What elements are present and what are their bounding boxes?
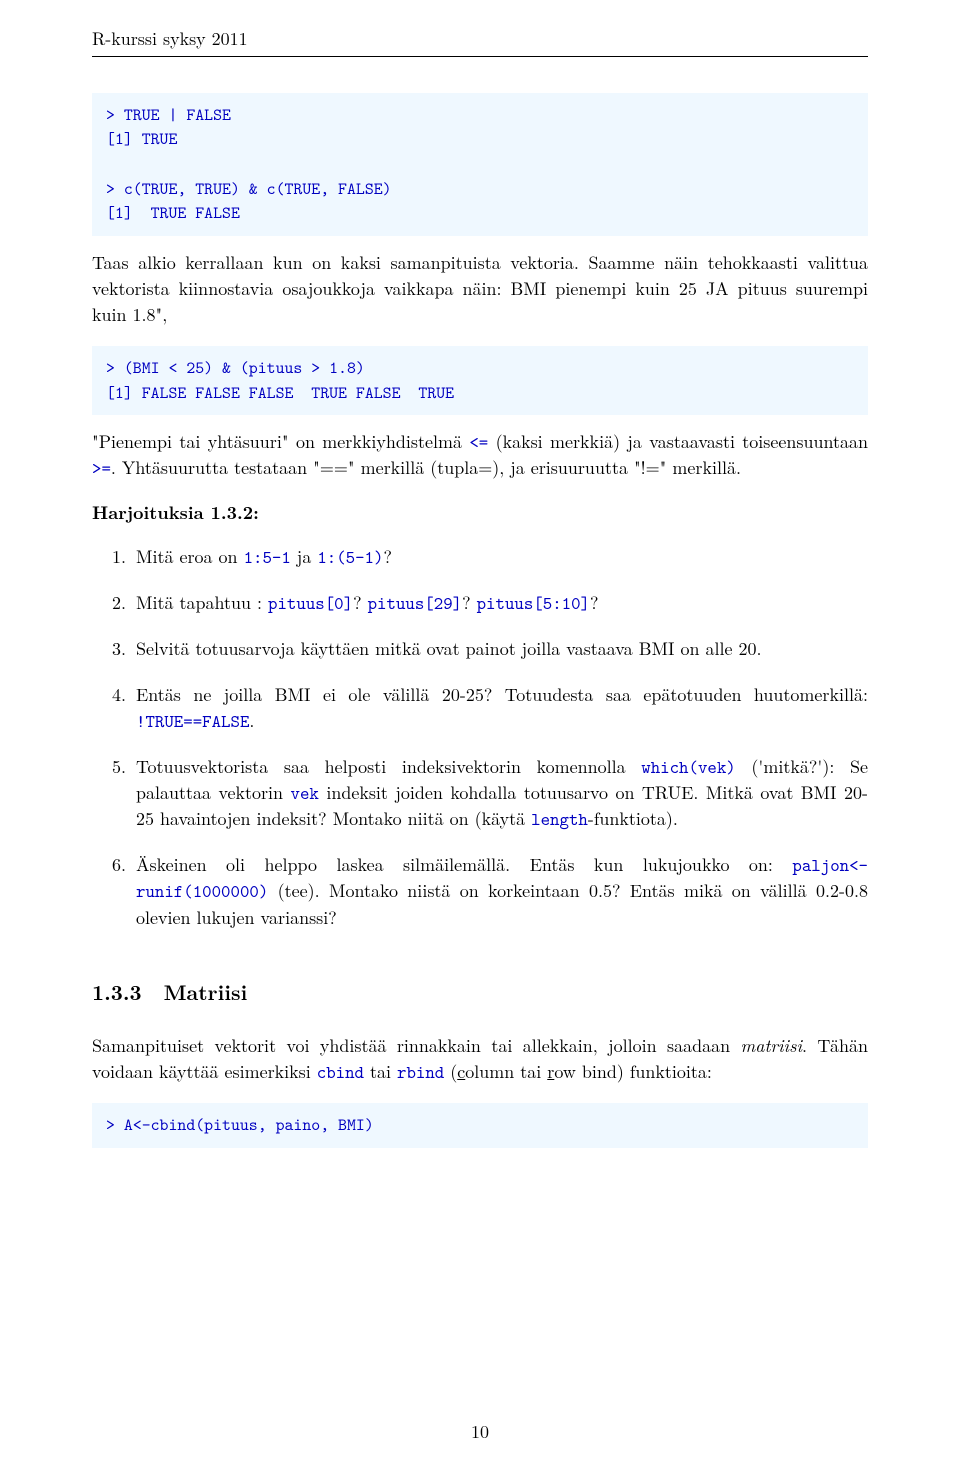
text: ow bind) funktioita:: [554, 1059, 712, 1084]
text: ja: [291, 544, 318, 569]
exercise-body: Mitä tapahtuu : pituus[0]? pituus[29]? p…: [136, 590, 868, 616]
text: tai: [364, 1059, 397, 1084]
text: Entäs ne joilla BMI ei ole välillä 20-25…: [136, 682, 868, 707]
inline-code: which(vek): [641, 755, 736, 779]
text: ?: [462, 590, 477, 615]
exercise-item: 3. Selvitä totuusarvoja käyttäen mitkä o…: [92, 636, 868, 662]
exercise-body: Mitä eroa on 1:5-1 ja 1:(5-1)?: [136, 544, 868, 570]
page-number: 10: [0, 1419, 960, 1444]
inline-code: pituus[29]: [368, 591, 463, 615]
exercise-item: 4. Entäs ne joilla BMI ei ole välillä 20…: [92, 682, 868, 734]
text: "Pienempi tai yhtäsuuri" on merkkiyhdist…: [92, 429, 469, 454]
code-line: [1] TRUE: [106, 128, 177, 150]
code-line: [1] FALSE FALSE FALSE TRUE FALSE TRUE: [106, 382, 454, 404]
exercise-body: Totuusvektorista saa helposti indeksivek…: [136, 754, 868, 832]
paragraph: Taas alkio kerrallaan kun on kaksi saman…: [92, 250, 868, 328]
text: Mitä tapahtuu :: [136, 590, 268, 615]
text: (kaksi merkkiä) ja vastaavasti toiseensu…: [488, 429, 868, 454]
text: olumn tai: [465, 1059, 547, 1084]
exercise-item: 5. Totuusvektorista saa helposti indeksi…: [92, 754, 868, 832]
exercise-number: 1.: [92, 544, 136, 570]
code-line: > A<-cbind(pituus, paino, BMI): [106, 1114, 374, 1136]
inline-code: pituus[0]: [268, 591, 353, 615]
code-block-3: > A<-cbind(pituus, paino, BMI): [92, 1103, 868, 1148]
inline-code: 1:5-1: [244, 545, 291, 569]
inline-code: length: [531, 807, 588, 831]
inline-code: cbind: [317, 1060, 364, 1084]
inline-code: 1:(5-1): [317, 545, 383, 569]
inline-code: !TRUE==FALSE: [136, 709, 249, 733]
text: Selvitä totuusarvoja käyttäen mitkä ovat…: [136, 636, 762, 661]
inline-code: rbind: [397, 1060, 444, 1084]
code-line: > (BMI < 25) & (pituus > 1.8): [106, 357, 365, 379]
section-title: Matriisi: [164, 977, 248, 1007]
text: Samanpituiset vektorit voi yhdistää rinn…: [92, 1033, 741, 1058]
text: Totuusvektorista saa helposti indeksivek…: [136, 754, 641, 779]
code-block-1: > TRUE | FALSE [1] TRUE > c(TRUE, TRUE) …: [92, 93, 868, 236]
paragraph: "Pienempi tai yhtäsuuri" on merkkiyhdist…: [92, 429, 868, 481]
exercises-heading: Harjoituksia 1.3.2:: [92, 500, 868, 526]
exercise-body: Äskeinen oli helppo laskea silmäilemällä…: [136, 852, 868, 930]
text: Taas alkio kerrallaan kun on kaksi saman…: [92, 250, 868, 327]
exercise-body: Entäs ne joilla BMI ei ole välillä 20-25…: [136, 682, 868, 734]
inline-code: <=: [469, 430, 488, 454]
text: .: [249, 708, 254, 733]
exercise-number: 3.: [92, 636, 136, 662]
code-line: > TRUE | FALSE: [106, 104, 231, 126]
text: (: [444, 1059, 457, 1084]
section-heading: 1.3.3 Matriisi: [92, 977, 868, 1007]
text: ?: [383, 544, 392, 569]
code-line: > c(TRUE, TRUE) & c(TRUE, FALSE): [106, 178, 392, 200]
exercise-number: 6.: [92, 852, 136, 930]
inline-code: vek: [291, 781, 319, 805]
exercise-item: 2. Mitä tapahtuu : pituus[0]? pituus[29]…: [92, 590, 868, 616]
page: R-kurssi syksy 2011 > TRUE | FALSE [1] T…: [0, 0, 960, 1474]
text: . Yhtäsuurutta testataan "==" merkillä (…: [111, 455, 741, 480]
exercise-number: 5.: [92, 754, 136, 832]
exercise-item: 1. Mitä eroa on 1:5-1 ja 1:(5-1)?: [92, 544, 868, 570]
text: Mitä eroa on: [136, 544, 244, 569]
text: ?: [590, 590, 599, 615]
page-header: R-kurssi syksy 2011: [92, 28, 868, 57]
italic-text: matriisi: [741, 1033, 802, 1058]
code-line: [1] TRUE FALSE: [106, 202, 240, 224]
code-block-2: > (BMI < 25) & (pituus > 1.8) [1] FALSE …: [92, 346, 868, 415]
text: Äskeinen oli helppo laskea silmäilemällä…: [136, 852, 792, 877]
exercise-item: 6. Äskeinen oli helppo laskea silmäilemä…: [92, 852, 868, 930]
text: -funktiota).: [588, 806, 678, 831]
exercise-number: 4.: [92, 682, 136, 734]
inline-code: >=: [92, 456, 111, 480]
exercise-number: 2.: [92, 590, 136, 616]
exercise-body: Selvitä totuusarvoja käyttäen mitkä ovat…: [136, 636, 868, 662]
section-number: 1.3.3: [92, 977, 142, 1007]
exercise-list: 1. Mitä eroa on 1:5-1 ja 1:(5-1)? 2. Mit…: [92, 544, 868, 931]
text: ?: [353, 590, 368, 615]
paragraph: Samanpituiset vektorit voi yhdistää rinn…: [92, 1033, 868, 1085]
inline-code: pituus[5:10]: [477, 591, 590, 615]
